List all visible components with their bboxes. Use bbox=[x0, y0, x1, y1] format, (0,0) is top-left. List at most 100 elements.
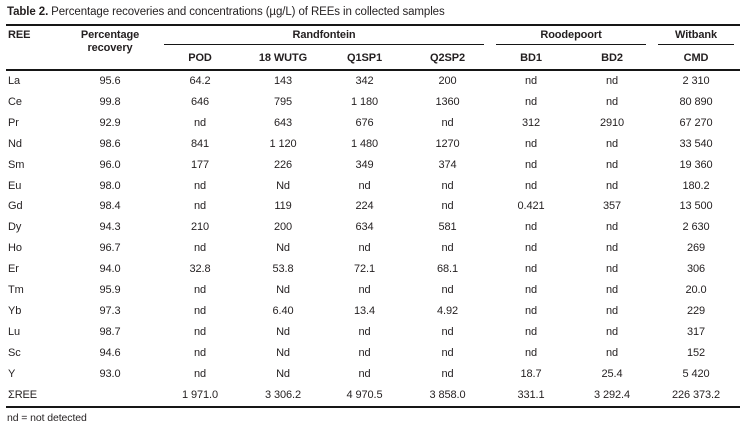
recovery-value: 99.8 bbox=[99, 95, 121, 108]
concentration-value: nd bbox=[193, 116, 207, 129]
table-row: Y 93.0 nd Nd nd nd 18.7 25.4 5 420 bbox=[6, 364, 740, 385]
concentration-value: 643 bbox=[273, 116, 293, 129]
concentration-value: nd bbox=[524, 304, 538, 317]
column-header-bd2: BD2 bbox=[572, 48, 653, 71]
concentration-value: 229 bbox=[686, 304, 706, 317]
recovery-value: 95.6 bbox=[99, 75, 121, 87]
concentration-value: 269 bbox=[686, 242, 706, 255]
concentration-value: 317 bbox=[686, 325, 706, 338]
table-row: Pr 92.9 nd 643 676 nd 312 2910 67 270 bbox=[6, 113, 740, 134]
concentration-value: nd bbox=[605, 179, 619, 192]
ree-symbol: Dy bbox=[8, 221, 22, 234]
concentration-value: 64.2 bbox=[189, 75, 211, 87]
concentration-value: nd bbox=[605, 263, 619, 276]
concentration-value: nd bbox=[193, 200, 207, 213]
concentration-value: 143 bbox=[273, 75, 293, 87]
concentration-value: nd bbox=[441, 284, 454, 297]
concentration-value: 312 bbox=[521, 116, 541, 129]
concentration-value: nd bbox=[193, 367, 207, 380]
table-row: Ce 99.8 646 795 1 180 1360 nd nd 80 890 bbox=[6, 92, 740, 113]
concentration-value: nd bbox=[441, 200, 454, 213]
ree-symbol: Tm bbox=[8, 284, 24, 297]
concentration-value: nd bbox=[524, 137, 538, 150]
concentration-value: nd bbox=[524, 325, 538, 338]
total-concentration-value: 226 373.2 bbox=[652, 384, 741, 408]
concentration-value: nd bbox=[605, 284, 619, 297]
column-header-pod: POD bbox=[158, 48, 242, 71]
total-row-label: ΣREE bbox=[6, 384, 62, 408]
ree-symbol: Eu bbox=[8, 179, 22, 192]
concentration-value: 13.4 bbox=[353, 304, 375, 317]
ree-symbol: Yb bbox=[8, 304, 22, 317]
group-header-row: REE Percentage recovery Randfontein Rood… bbox=[6, 25, 740, 71]
group-header-roodepoort-label: Roodepoort bbox=[496, 29, 647, 45]
concentration-value: nd bbox=[193, 325, 207, 338]
concentration-value: nd bbox=[605, 158, 619, 171]
concentration-value: nd bbox=[524, 263, 538, 276]
concentration-value: 1 180 bbox=[350, 95, 379, 108]
column-header-q1sp1: Q1SP1 bbox=[324, 48, 405, 71]
concentration-value: Nd bbox=[276, 284, 290, 297]
table-row: Gd 98.4 nd 119 224 nd 0.421 357 13 500 bbox=[6, 196, 740, 217]
table-header: REE Percentage recovery Randfontein Rood… bbox=[6, 25, 741, 71]
table-row: Dy 94.3 210 200 634 581 nd nd 2 630 bbox=[6, 217, 740, 238]
concentration-value: 6.40 bbox=[272, 304, 294, 317]
concentration-value: 5 420 bbox=[682, 367, 710, 380]
concentration-value: 180.2 bbox=[682, 179, 710, 192]
concentration-value: nd bbox=[441, 116, 454, 129]
ree-symbol: Ce bbox=[8, 95, 22, 108]
total-recovery-value bbox=[62, 384, 158, 408]
concentration-value: nd bbox=[358, 325, 371, 338]
column-header-cmd: CMD bbox=[652, 48, 741, 71]
concentration-value: 19 360 bbox=[679, 158, 713, 171]
column-header-18wutg: 18 WUTG bbox=[242, 48, 324, 71]
recovery-value: 94.0 bbox=[99, 263, 121, 276]
concentration-value: 18.7 bbox=[520, 367, 542, 380]
table-title-text: Percentage recoveries and concentrations… bbox=[51, 6, 445, 18]
concentration-value: nd bbox=[193, 346, 207, 359]
concentration-value: nd bbox=[193, 304, 207, 317]
concentration-value: Nd bbox=[276, 367, 290, 380]
ree-symbol: Gd bbox=[8, 200, 23, 213]
concentration-value: nd bbox=[605, 304, 619, 317]
table-row: Ho 96.7 nd Nd nd nd nd nd 269 bbox=[6, 238, 740, 259]
table-row: Eu 98.0 nd Nd nd nd nd nd 180.2 bbox=[6, 176, 740, 197]
table-row: Sm 96.0 177 226 349 374 nd nd 19 360 bbox=[6, 155, 740, 176]
concentration-value: nd bbox=[358, 179, 371, 192]
concentration-value: 20.0 bbox=[685, 284, 707, 297]
ree-symbol: Er bbox=[8, 263, 19, 276]
concentration-value: 152 bbox=[686, 346, 706, 359]
total-concentration-value: 3 292.4 bbox=[572, 384, 653, 408]
concentration-value: nd bbox=[441, 242, 454, 255]
recovery-value: 98.4 bbox=[99, 200, 121, 213]
concentration-value: 342 bbox=[355, 75, 374, 87]
concentration-value: Nd bbox=[276, 179, 290, 192]
concentration-value: 53.8 bbox=[272, 263, 294, 276]
concentration-value: nd bbox=[605, 242, 619, 255]
concentration-value: 841 bbox=[190, 137, 210, 150]
group-header-roodepoort: Roodepoort bbox=[490, 25, 652, 48]
group-header-witbank: Witbank bbox=[652, 25, 740, 48]
ree-symbol: Sm bbox=[8, 158, 25, 171]
column-header-bd1: BD1 bbox=[490, 48, 572, 71]
concentration-value: 33 540 bbox=[679, 137, 713, 150]
recovery-value: 94.6 bbox=[99, 346, 121, 359]
column-header-q2sp2: Q2SP2 bbox=[405, 48, 490, 71]
table-row: Sc 94.6 nd Nd nd nd nd nd 152 bbox=[6, 343, 740, 364]
concentration-value: nd bbox=[524, 346, 538, 359]
table-row: Lu 98.7 nd Nd nd nd nd nd 317 bbox=[6, 322, 740, 343]
recovery-value: 98.7 bbox=[99, 325, 121, 338]
concentration-value: 200 bbox=[273, 221, 293, 234]
concentration-value: 1 120 bbox=[269, 137, 297, 150]
concentration-value: nd bbox=[358, 242, 371, 255]
concentration-value: 374 bbox=[438, 158, 457, 171]
ree-symbol: Ho bbox=[8, 242, 22, 255]
total-concentration-value: 3 306.2 bbox=[242, 384, 324, 408]
recovery-value: 93.0 bbox=[99, 367, 121, 380]
concentration-value: 13 500 bbox=[679, 200, 713, 213]
concentration-value: 68.1 bbox=[436, 263, 458, 276]
ree-symbol: La bbox=[8, 75, 21, 87]
concentration-value: nd bbox=[524, 284, 538, 297]
table-row: Nd 98.6 841 1 120 1 480 1270 nd nd 33 540 bbox=[6, 134, 740, 155]
